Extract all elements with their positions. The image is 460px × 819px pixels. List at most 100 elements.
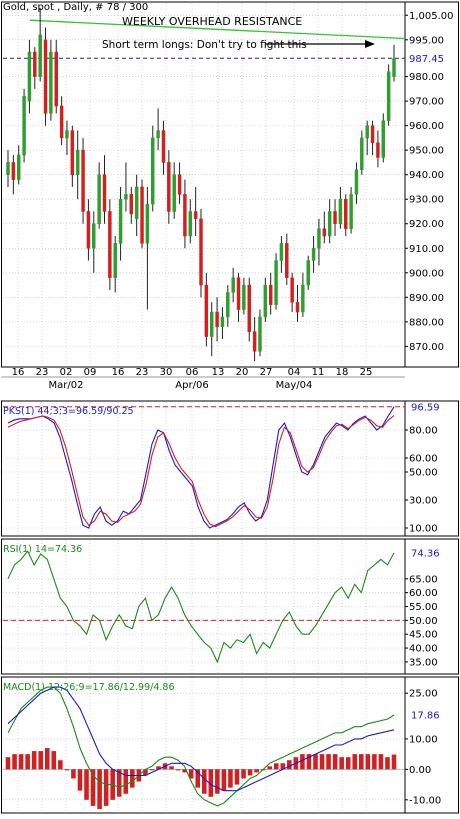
candle bbox=[113, 236, 117, 293]
candle-body bbox=[338, 198, 343, 224]
y-tick-label: 10.00 bbox=[409, 734, 438, 745]
candle-body bbox=[354, 169, 359, 195]
candle-body bbox=[22, 95, 26, 156]
candle bbox=[344, 194, 348, 237]
histogram-bar bbox=[64, 769, 70, 771]
panel-frame-1 bbox=[1, 400, 459, 537]
month-label: Apr/06 bbox=[175, 380, 208, 391]
candle-body bbox=[193, 211, 198, 220]
x-tick-label: 04 bbox=[288, 367, 301, 378]
x-tick-label: 23 bbox=[36, 367, 49, 378]
candle bbox=[54, 39, 58, 114]
candle bbox=[156, 108, 160, 151]
series-line bbox=[7, 406, 395, 529]
candle-body bbox=[215, 311, 219, 328]
histogram-bar bbox=[58, 760, 63, 770]
candle bbox=[75, 130, 80, 200]
candle-body bbox=[188, 211, 193, 237]
histogram-bar bbox=[182, 769, 187, 773]
candle-body bbox=[102, 174, 107, 212]
candle bbox=[43, 27, 48, 126]
x-tick-label: 16 bbox=[112, 367, 125, 378]
histogram-bar bbox=[221, 769, 227, 791]
candle bbox=[236, 272, 241, 322]
candle bbox=[306, 255, 310, 290]
candle bbox=[81, 137, 85, 224]
x-tick-label: 23 bbox=[136, 367, 149, 378]
y-tick-label: 960.00 bbox=[409, 121, 444, 132]
candle-body bbox=[172, 174, 176, 212]
y-tick-label: -10.00 bbox=[409, 795, 441, 806]
x-tick-label: 25 bbox=[360, 367, 373, 378]
histogram-bar bbox=[77, 769, 83, 791]
histogram-bar bbox=[228, 769, 233, 788]
candle bbox=[220, 307, 225, 340]
candle-body bbox=[43, 39, 48, 114]
histogram-bar bbox=[38, 751, 44, 770]
candle bbox=[124, 162, 128, 212]
y-tick-label: 987.45 bbox=[409, 54, 444, 65]
candle bbox=[365, 120, 369, 156]
x-tick-label: 13 bbox=[212, 367, 225, 378]
histogram-bar bbox=[25, 754, 30, 770]
candle-body bbox=[311, 248, 316, 261]
y-tick-label: 970.00 bbox=[409, 97, 444, 108]
histogram-bar bbox=[84, 769, 89, 800]
histogram-bar bbox=[326, 754, 331, 770]
histogram-bar bbox=[332, 754, 338, 770]
candle bbox=[231, 267, 235, 303]
y-tick-label: 995.00 bbox=[409, 35, 444, 46]
histogram-bar bbox=[358, 754, 364, 770]
candle-body bbox=[65, 130, 69, 139]
candle-body bbox=[333, 211, 337, 224]
candle bbox=[183, 179, 187, 249]
y-tick-label: 60.00 bbox=[409, 588, 438, 599]
candle bbox=[70, 125, 75, 187]
candle-body bbox=[376, 142, 380, 158]
candle-body bbox=[290, 277, 294, 303]
candle bbox=[301, 272, 305, 317]
candle-body bbox=[199, 218, 203, 286]
histogram-bar bbox=[345, 757, 351, 770]
candle-body bbox=[161, 130, 166, 163]
y-tick-label: 0.00 bbox=[409, 765, 431, 776]
histogram-bar bbox=[313, 754, 318, 770]
candle-body bbox=[242, 284, 246, 310]
candle-body bbox=[301, 284, 305, 313]
histogram-bar bbox=[234, 769, 240, 785]
candle-body bbox=[27, 51, 32, 102]
candle bbox=[97, 162, 101, 229]
y-tick-label: 30.00 bbox=[409, 496, 438, 507]
x-tick-label: 30 bbox=[160, 367, 173, 378]
candle-body bbox=[360, 137, 364, 171]
candle-body bbox=[183, 194, 187, 237]
candle bbox=[242, 277, 246, 315]
histogram-bar bbox=[280, 763, 286, 770]
panel-frame-3 bbox=[1, 676, 459, 814]
y-tick-label: 45.00 bbox=[409, 630, 438, 641]
histogram-bar bbox=[300, 754, 305, 770]
candle-body bbox=[156, 130, 160, 139]
x-tick-label: 02 bbox=[60, 367, 73, 378]
rsi-title: RSI(1) 14=74.36 bbox=[3, 544, 82, 555]
histogram-bar bbox=[44, 748, 50, 770]
candle-body bbox=[167, 162, 171, 212]
histogram-bar bbox=[306, 754, 312, 770]
candle bbox=[134, 174, 139, 237]
y-tick-label: 920.00 bbox=[409, 219, 444, 230]
candle-body bbox=[322, 228, 327, 237]
candle-body bbox=[349, 194, 353, 229]
candle bbox=[386, 64, 391, 126]
candle-body bbox=[370, 125, 375, 144]
candle-body bbox=[177, 174, 182, 195]
candle bbox=[172, 162, 176, 219]
candle-body bbox=[236, 277, 241, 310]
candle-body bbox=[327, 211, 332, 237]
month-label: Mar/02 bbox=[49, 380, 84, 391]
candle bbox=[279, 236, 284, 273]
candle bbox=[27, 39, 32, 114]
candle bbox=[354, 162, 359, 205]
candle-body bbox=[59, 105, 64, 139]
candle bbox=[118, 186, 123, 261]
